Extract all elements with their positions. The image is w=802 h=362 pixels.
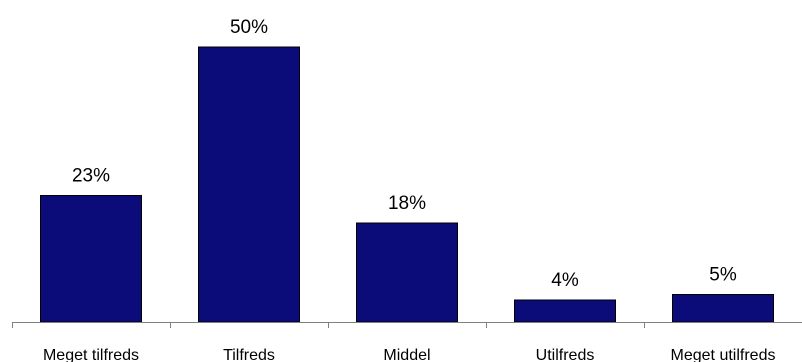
data-label-4: 5%: [709, 265, 737, 286]
bars-group: [41, 47, 774, 322]
bar-0: [41, 196, 142, 323]
category-label-4: Meget utilfreds: [671, 347, 776, 362]
category-labels-group: Meget tilfreds Tilfreds Middel Utilfreds Meg…: [43, 347, 775, 362]
category-label-3: Utilfreds: [536, 347, 595, 362]
data-label-1: 50%: [230, 17, 268, 38]
category-label-1: Tilfreds: [223, 347, 275, 362]
data-label-2: 18%: [388, 193, 426, 214]
data-label-0: 23%: [72, 166, 110, 187]
data-label-3: 4%: [551, 270, 579, 291]
category-label-0: Meget tilfreds: [43, 347, 139, 362]
bar-3: [515, 300, 616, 322]
bar-2: [357, 223, 458, 322]
category-label-2: Middel: [383, 347, 430, 362]
bar-4: [673, 295, 774, 323]
bar-1: [199, 47, 300, 322]
